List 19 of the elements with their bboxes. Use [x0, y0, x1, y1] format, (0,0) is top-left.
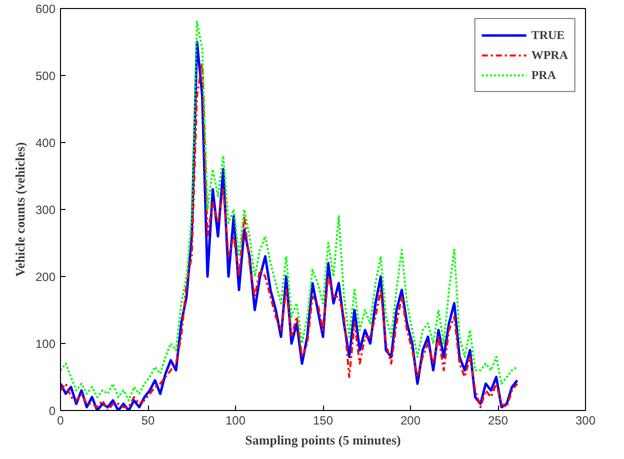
y-tick-label: 600 — [35, 2, 56, 16]
x-tick-label: 300 — [575, 414, 596, 428]
y-tick-label: 100 — [35, 337, 56, 351]
legend-label: WPRA — [531, 48, 568, 62]
y-tick-label: 300 — [35, 203, 56, 217]
y-tick-label: 400 — [35, 136, 56, 150]
y-tick-label: 500 — [35, 69, 56, 83]
x-tick-label: 50 — [141, 414, 155, 428]
legend-label: TRUE — [531, 28, 565, 42]
x-tick-label: 250 — [488, 414, 508, 428]
y-tick-label: 200 — [35, 270, 56, 284]
legend-label: PRA — [531, 68, 556, 82]
x-tick-label: 100 — [225, 414, 246, 428]
y-axis-title: Vehicle counts (vehicles) — [12, 142, 28, 277]
x-axis-title: Sampling points (5 minutes) — [245, 432, 401, 448]
y-tick-label: 0 — [48, 404, 56, 418]
x-tick-label: 150 — [312, 414, 334, 428]
x-tick-label: 200 — [400, 414, 421, 428]
x-tick-label: 0 — [57, 414, 64, 428]
